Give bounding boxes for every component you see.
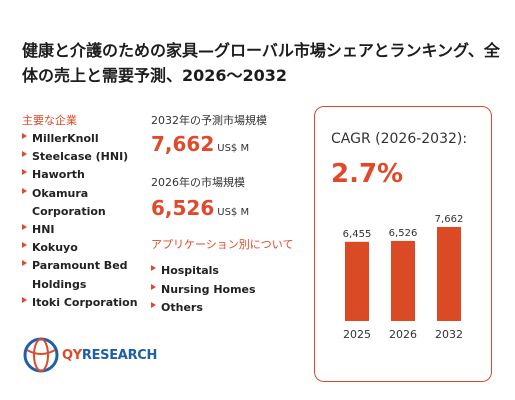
list-item: Hospitals — [151, 262, 256, 281]
bullet-icon — [151, 283, 156, 290]
bullet-icon — [22, 296, 27, 303]
forecast-number: 7,662 — [151, 132, 215, 156]
bullet-icon — [22, 187, 27, 194]
company-name: Itoki Corporation — [32, 295, 138, 309]
company-name: Kokuyo — [32, 241, 78, 255]
logo-prefix: QY — [62, 348, 82, 363]
application-name: Hospitals — [161, 264, 219, 277]
bullet-icon — [22, 224, 27, 231]
applications-label: アプリケーション別について — [151, 238, 294, 251]
list-item: Itoki Corporation — [22, 294, 144, 312]
logo-suffix: RESEARCH — [81, 348, 158, 363]
bar-chart: 6,455 2025 6,526 2026 7,662 2032 — [343, 214, 464, 341]
list-item: Steelcase (HNI) — [22, 148, 144, 166]
company-list: MillerKnoll Steelcase (HNI) Haworth Okam… — [22, 130, 144, 312]
forecast-unit: US$ M — [217, 143, 250, 154]
x-tick-label: 2025 — [343, 328, 371, 341]
application-list: Hospitals Nursing Homes Others — [151, 262, 256, 318]
globe-icon — [23, 337, 59, 373]
logo: QYRESEARCH — [22, 334, 157, 378]
bullet-icon — [22, 169, 27, 176]
data-label: 6,526 — [389, 228, 418, 239]
list-item: Okamura Corporation — [22, 185, 144, 221]
forecast-value: 7,662 US$ M — [151, 132, 249, 156]
list-item: Paramount Bed Holdings — [22, 257, 144, 293]
bullet-icon — [151, 265, 156, 271]
bullet-icon — [22, 260, 27, 267]
list-item: Nursing Homes — [151, 281, 256, 300]
bullet-icon — [22, 133, 27, 139]
cagr-value: 2.7% — [331, 159, 404, 189]
list-item: MillerKnoll — [22, 130, 144, 148]
current-number: 6,526 — [151, 196, 215, 220]
company-name: Paramount Bed Holdings — [32, 259, 128, 291]
company-name: HNI — [32, 223, 55, 237]
application-name: Others — [161, 301, 203, 314]
list-item: Others — [151, 299, 256, 318]
bar-2025 — [345, 241, 369, 321]
company-name: Okamura Corporation — [32, 186, 106, 218]
company-name: MillerKnoll — [32, 132, 99, 145]
company-name: Haworth — [32, 168, 85, 182]
list-item: HNI — [22, 221, 144, 239]
current-value: 6,526 US$ M — [151, 196, 249, 220]
data-label: 6,455 — [343, 229, 372, 240]
cagr-label: CAGR (2026-2032): — [331, 131, 468, 147]
bullet-icon — [22, 151, 27, 158]
current-unit: US$ M — [217, 207, 250, 218]
application-name: Nursing Homes — [161, 282, 256, 296]
page-title: 健康と介護のための家具—グローバル市場シェアとランキング、全体の売上と需要予測、… — [22, 41, 500, 85]
bullet-icon — [151, 302, 156, 308]
data-label: 7,662 — [435, 214, 464, 225]
list-item: Kokuyo — [22, 239, 144, 257]
x-tick-label: 2026 — [389, 328, 417, 341]
company-name: Steelcase (HNI) — [32, 150, 129, 164]
bar-2032 — [437, 227, 461, 321]
companies-label: 主要な企業 — [22, 114, 77, 127]
list-item: Haworth — [22, 166, 144, 184]
logo-text: QYRESEARCH — [62, 348, 157, 363]
cagr-panel: CAGR (2026-2032): 2.7% 6,455 2025 6,526 202… — [314, 106, 492, 382]
current-label: 2026年の市場規模 — [151, 176, 245, 189]
x-tick-label: 2032 — [435, 328, 463, 341]
bar-2026 — [391, 240, 415, 321]
bullet-icon — [22, 242, 27, 249]
forecast-label: 2032年の予測市場規模 — [151, 114, 267, 127]
